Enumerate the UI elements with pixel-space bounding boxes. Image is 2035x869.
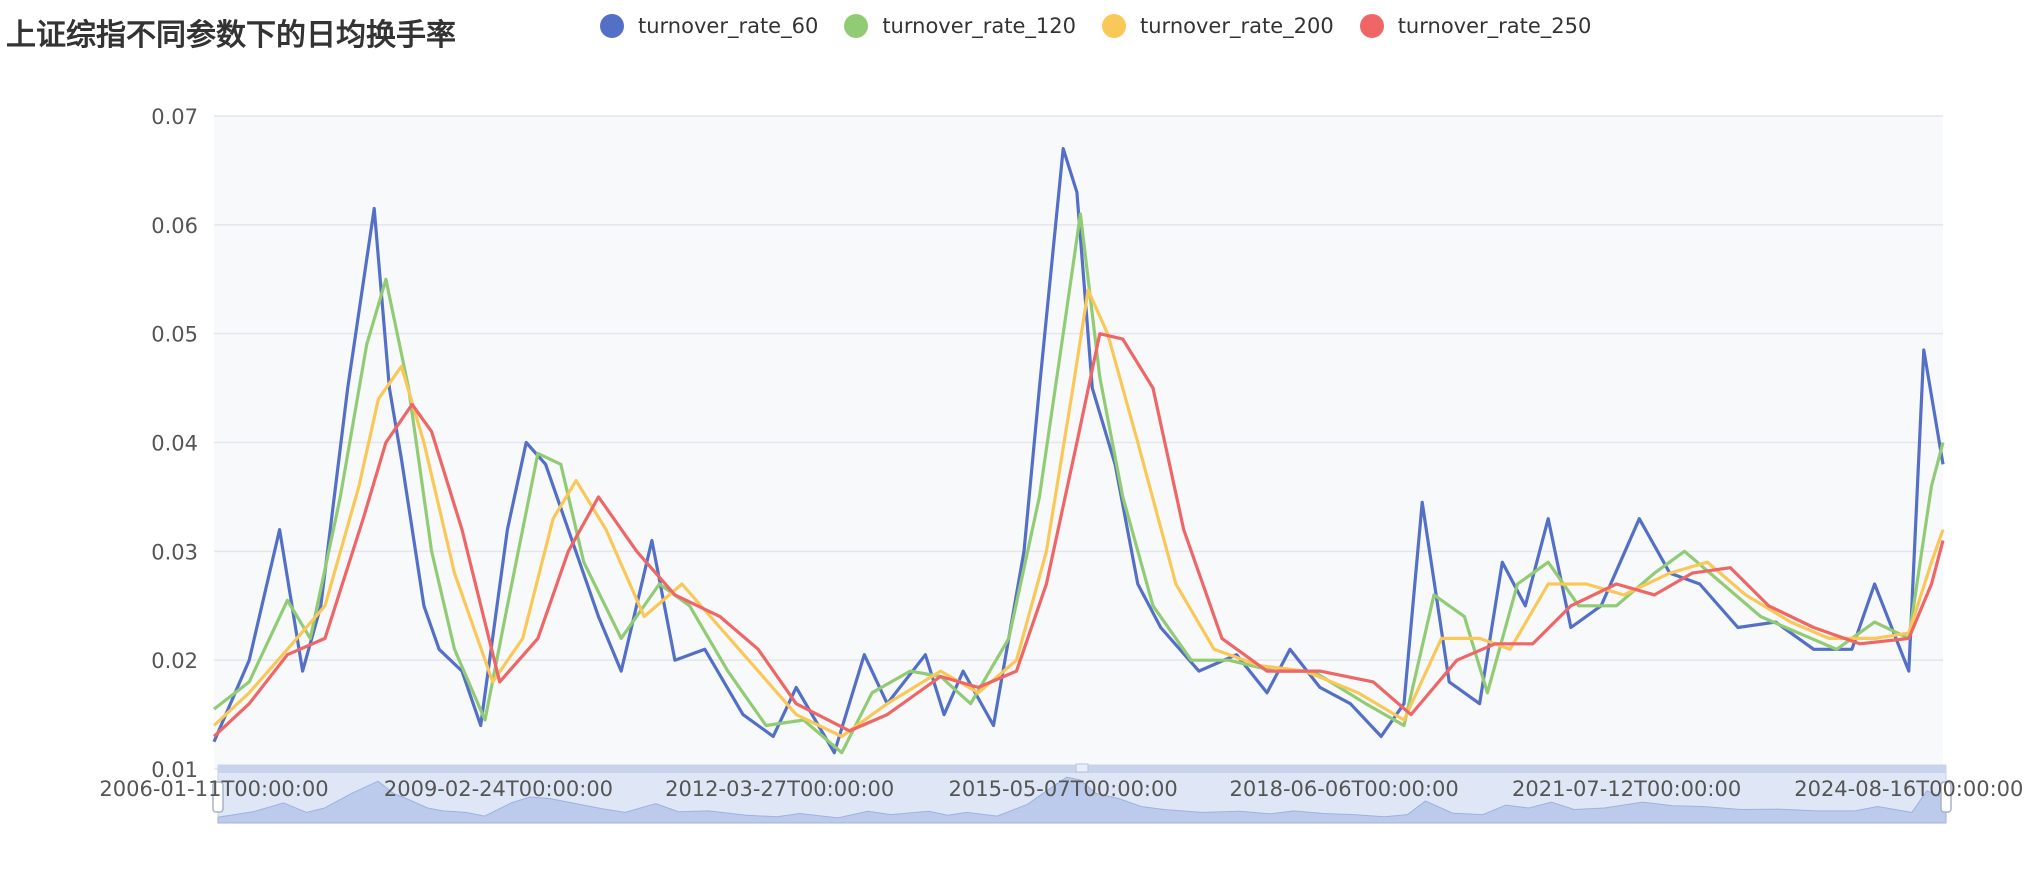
- x-tick-label: 2024-08-16T00:00:00: [1794, 777, 2023, 801]
- x-tick-label: 2015-05-07T00:00:00: [949, 777, 1178, 801]
- legend-label: turnover_rate_60: [638, 14, 819, 38]
- legend-label: turnover_rate_120: [882, 14, 1077, 38]
- x-tick-label: 2009-02-24T00:00:00: [384, 777, 613, 801]
- chart-title: 上证综指不同参数下的日均换手率: [6, 18, 456, 53]
- series-line-turnover_rate_200: [212, 288, 1945, 738]
- legend-label: turnover_rate_250: [1397, 14, 1592, 38]
- zoom-move-handle[interactable]: [1075, 763, 1089, 773]
- legend-item-turnover_rate_200[interactable]: turnover_rate_200: [1102, 14, 1334, 38]
- series-line-turnover_rate_120: [213, 212, 1945, 755]
- y-tick-label: 0.03: [151, 540, 198, 564]
- legend-item-turnover_rate_120[interactable]: turnover_rate_120: [844, 14, 1076, 38]
- y-tick-label: 0.07: [151, 105, 198, 129]
- legend-marker-icon: [1359, 14, 1384, 38]
- series-line-turnover_rate_250: [212, 332, 1945, 738]
- legend-item-turnover_rate_250[interactable]: turnover_rate_250: [1359, 14, 1592, 38]
- zoom-handle-left[interactable]: [212, 781, 224, 813]
- legend: turnover_rate_60 turnover_rate_120 turnove…: [600, 14, 1591, 38]
- x-tick-label: 2021-07-12T00:00:00: [1512, 777, 1741, 801]
- legend-marker-icon: [844, 14, 869, 38]
- y-tick-label: 0.04: [151, 432, 198, 456]
- legend-item-turnover_rate_60[interactable]: turnover_rate_60: [600, 14, 818, 38]
- zoom-handle-right[interactable]: [1940, 781, 1952, 813]
- y-tick-label: 0.05: [151, 323, 198, 347]
- legend-marker-icon: [1102, 14, 1127, 38]
- x-tick-label: 2018-06-06T00:00:00: [1230, 777, 1459, 801]
- legend-label: turnover_rate_200: [1140, 14, 1334, 38]
- y-tick-label: 0.06: [151, 214, 198, 238]
- x-tick-label: 2012-03-27T00:00:00: [665, 777, 894, 801]
- zoom-preview-area: [217, 776, 1947, 824]
- y-tick-label: 0.02: [151, 649, 198, 673]
- y-tick-label: 0.01: [151, 758, 198, 782]
- legend-marker-icon: [600, 14, 624, 38]
- data-zoom-slider[interactable]: [212, 763, 1952, 824]
- x-tick-label: 2006-01-11T00:00:00: [99, 777, 328, 801]
